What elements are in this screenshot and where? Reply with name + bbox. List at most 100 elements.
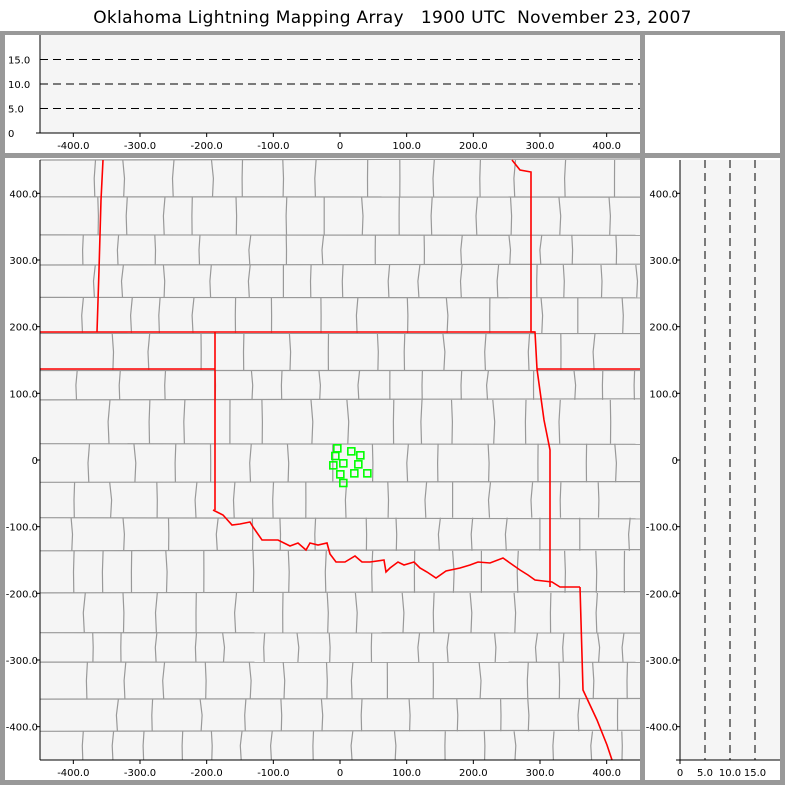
county-line [285, 196, 288, 235]
county-line [204, 662, 207, 700]
county-line [360, 699, 363, 732]
county-line [120, 264, 124, 298]
county-line [75, 370, 78, 400]
county-line [111, 333, 115, 371]
county-line [109, 482, 113, 518]
county-line [595, 550, 598, 593]
county-line [151, 699, 154, 732]
county-line [424, 482, 428, 518]
state-border-line [212, 509, 580, 588]
county-line [210, 159, 215, 197]
county-line [249, 443, 252, 483]
county-line [101, 550, 104, 593]
county-line [627, 517, 631, 551]
county-line [350, 662, 354, 700]
y-tick-label: -400.0 [6, 723, 38, 734]
county-line [171, 159, 175, 197]
county-line [183, 399, 186, 444]
county-line [310, 399, 314, 444]
y-tick-label: 200.0 [649, 323, 678, 334]
county-borders [39, 158, 641, 761]
county-line [286, 443, 290, 483]
county-line [248, 662, 252, 700]
x-tick-label: 5.0 [697, 768, 713, 779]
county-line [288, 333, 292, 371]
county-line [417, 264, 421, 298]
county-line [552, 731, 555, 761]
county-line [395, 517, 398, 551]
x-tick-label: -300.0 [124, 768, 156, 779]
county-line [328, 632, 331, 663]
county-line [460, 234, 463, 266]
county-line [233, 592, 238, 633]
county-line [296, 632, 300, 663]
county-line [508, 234, 512, 266]
county-line [115, 699, 119, 732]
county-line [39, 158, 641, 161]
county-line [597, 482, 600, 518]
county-line [635, 264, 639, 298]
county-line [181, 731, 184, 761]
county-line [280, 699, 283, 732]
x-tick-label: -400.0 [57, 768, 89, 779]
county-line [244, 699, 247, 732]
county-line [475, 196, 479, 235]
county-line [279, 517, 282, 551]
y-tick-label: -100.0 [646, 523, 678, 534]
corner-panel [645, 35, 780, 153]
station-marker [347, 447, 356, 456]
county-line [129, 297, 133, 334]
county-line [597, 632, 601, 663]
county-line [470, 517, 474, 551]
county-line [615, 234, 618, 266]
county-line [148, 399, 151, 444]
county-line [595, 592, 598, 633]
county-line [250, 370, 254, 400]
county-line [577, 699, 581, 732]
county-line [318, 370, 322, 400]
state-border-line [579, 586, 613, 761]
y-tick-label: -300.0 [646, 656, 678, 667]
y-tick-label: 400.0 [9, 189, 38, 200]
county-line [540, 297, 544, 334]
county-line [527, 699, 530, 732]
county-line [485, 370, 489, 400]
station-marker [331, 451, 340, 461]
county-line [524, 399, 527, 444]
county-line [194, 632, 198, 663]
county-line [263, 632, 266, 663]
county-line [621, 632, 625, 663]
county-line [314, 159, 317, 197]
county-line [85, 662, 88, 700]
county-line [154, 632, 158, 663]
x-tick-label: -300.0 [124, 141, 156, 152]
county-line [459, 264, 463, 298]
y-tick-label: -200.0 [646, 589, 678, 600]
county-line [209, 264, 212, 298]
county-line [487, 443, 490, 483]
county-line [350, 731, 354, 761]
county-line [534, 632, 539, 663]
county-line [154, 234, 157, 266]
county-line [626, 662, 629, 700]
y-tick-label: -200.0 [6, 589, 38, 600]
county-line [442, 333, 446, 371]
county-line [513, 159, 517, 197]
county-line [247, 264, 251, 298]
county-line [479, 159, 481, 197]
county-line [39, 697, 641, 700]
plot-title: Oklahoma Lightning Mapping Array 1900 UT… [0, 0, 785, 31]
station-marker [339, 478, 348, 488]
county-line [107, 399, 111, 444]
county-line [633, 370, 636, 400]
county-line [432, 159, 435, 197]
y-tick-label: 0 [8, 129, 14, 140]
county-line [376, 333, 379, 371]
county-line [118, 370, 121, 400]
county-line [393, 731, 397, 761]
county-line [309, 264, 312, 298]
x-tick-label: 100.0 [392, 768, 421, 779]
county-line [355, 297, 359, 334]
county-line [82, 592, 86, 633]
